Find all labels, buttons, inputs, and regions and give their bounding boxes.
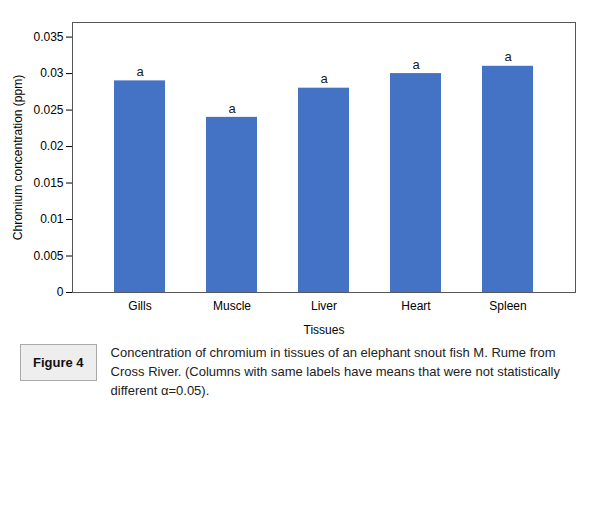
svg-text:0.035: 0.035 — [33, 30, 63, 44]
svg-text:a: a — [320, 71, 328, 86]
svg-text:0.015: 0.015 — [33, 176, 63, 190]
svg-text:Liver: Liver — [311, 299, 337, 313]
svg-text:0.03: 0.03 — [40, 66, 64, 80]
svg-text:0: 0 — [57, 285, 64, 299]
svg-text:0.01: 0.01 — [40, 212, 64, 226]
svg-text:a: a — [136, 64, 144, 79]
svg-text:Muscle: Muscle — [213, 299, 251, 313]
svg-text:a: a — [228, 101, 236, 116]
svg-text:0.025: 0.025 — [33, 103, 63, 117]
svg-text:a: a — [504, 49, 512, 64]
svg-text:0.02: 0.02 — [40, 139, 64, 153]
html-text:Concentration of chromium in t: Concentration of chromium in tissues of … — [110, 345, 560, 398]
html-text:Figure 4: Figure 4 — [33, 355, 84, 370]
svg-text:Tissues: Tissues — [304, 323, 345, 337]
svg-text:Spleen: Spleen — [489, 299, 526, 313]
svg-text:Heart: Heart — [401, 299, 431, 313]
svg-text:Gills: Gills — [128, 299, 151, 313]
svg-text:0.005: 0.005 — [33, 249, 63, 263]
svg-text:Chromium concentration (ppm): Chromium concentration (ppm) — [11, 75, 25, 240]
svg-text:a: a — [412, 57, 420, 72]
